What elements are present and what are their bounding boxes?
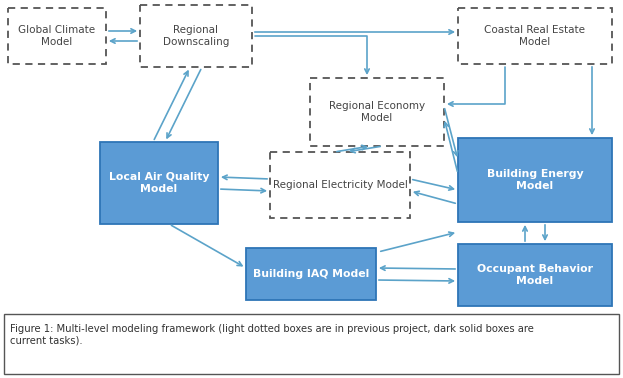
Text: Figure 1: Multi-level modeling framework (light dotted boxes are in previous pro: Figure 1: Multi-level modeling framework… — [10, 324, 534, 346]
Bar — [270, 152, 410, 218]
Text: Regional Economy
Model: Regional Economy Model — [329, 101, 425, 123]
Text: Local Air Quality
Model: Local Air Quality Model — [109, 172, 209, 194]
Bar — [100, 142, 218, 224]
Text: Occupant Behavior
Model: Occupant Behavior Model — [477, 264, 593, 286]
Bar — [246, 248, 376, 300]
Text: Building Energy
Model: Building Energy Model — [487, 169, 583, 191]
Bar — [458, 8, 612, 64]
Bar — [310, 78, 444, 146]
Text: Regional
Downscaling: Regional Downscaling — [163, 25, 229, 47]
Bar — [458, 244, 612, 306]
Bar — [4, 314, 619, 374]
Bar — [458, 138, 612, 222]
Text: Building IAQ Model: Building IAQ Model — [253, 269, 369, 279]
Text: Global Climate
Model: Global Climate Model — [19, 25, 95, 47]
Text: Regional Electricity Model: Regional Electricity Model — [273, 180, 407, 190]
Bar — [8, 8, 106, 64]
Text: Coastal Real Estate
Model: Coastal Real Estate Model — [485, 25, 586, 47]
Bar — [140, 5, 252, 67]
